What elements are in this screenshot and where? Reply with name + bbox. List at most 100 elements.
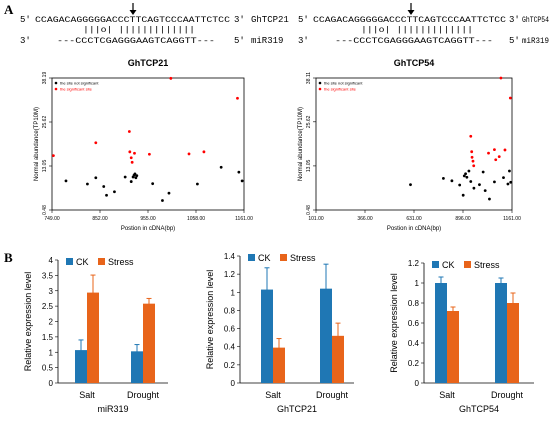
- scatter-2-point-not-significant: [483, 189, 487, 193]
- scatter-1-point-not-significant: [237, 170, 241, 174]
- scatter-2-point-significant: [508, 96, 512, 100]
- bar-chart-2-legend-swatch-stress: [280, 254, 287, 261]
- scatter-1-point-significant: [51, 154, 55, 158]
- cleavage-arrow-icon: [407, 3, 415, 15]
- alignment-1-target-prefix: 5': [20, 15, 31, 25]
- bar-chart-3-ytick-label: 1: [415, 279, 420, 288]
- bar-chart-1-ytick-label: 3: [49, 287, 54, 296]
- scatter-2-point-significant: [494, 158, 498, 162]
- alignment-1-target-seq: CCAGACAGGGGGACCCTTCAGTCCCAATTCTCC: [35, 15, 230, 25]
- alignment-2-target-name: GhTCP54: [522, 15, 549, 25]
- scatter-1-point-not-significant: [151, 182, 155, 186]
- bar-chart-3-bar-stress: [507, 303, 519, 383]
- scatter-1-point-significant: [202, 150, 206, 154]
- bar-chart-1-legend-swatch-stress: [98, 258, 105, 265]
- scatter-1-legend-marker-not-significant: [54, 81, 58, 85]
- bar-chart-3-legend-swatch-ck: [432, 261, 439, 268]
- scatter-1-point-not-significant: [240, 179, 244, 183]
- scatter-2-point-significant: [499, 76, 503, 80]
- bar-chart-3-title: GhTCP54: [459, 404, 499, 414]
- bar-chart-3-legend-swatch-stress: [464, 261, 471, 268]
- scatter-2-ytick-label: 0.48: [306, 205, 312, 215]
- bar-chart-1-legend-stress: Stress: [108, 257, 134, 267]
- scatter-2-point-not-significant: [465, 175, 469, 179]
- scatter-2-xtick-label: 631.00: [406, 216, 422, 222]
- scatter-1-point-significant: [187, 152, 191, 156]
- bar-chart-2-bar-ck: [261, 289, 273, 383]
- scatter-2-legend-significant: the significant site: [324, 87, 357, 92]
- bar-chart-3-bar-ck: [435, 283, 447, 383]
- bar-chart-3-ylabel: Relative expression level: [389, 273, 399, 373]
- bar-chart-1-legend-ck: CK: [76, 257, 89, 267]
- bar-chart-2-legend-ck: CK: [258, 253, 271, 263]
- scatter-2-legend-not-significant: the site not significant: [324, 81, 363, 86]
- bar-chart-2-ytick-label: 1.2: [224, 270, 236, 279]
- bar-chart-3-ytick-label: 0.6: [408, 319, 420, 328]
- bar-chart-2-ytick-label: 1.4: [224, 252, 236, 261]
- scatter-2-point-not-significant: [469, 180, 473, 183]
- alignment-1-pairing: |||o| |||||||||||||: [83, 25, 195, 35]
- alignment-1-mirna-suffix: 5': [234, 36, 245, 46]
- scatter-2-point-significant: [469, 134, 473, 138]
- scatter-1-ylabel: Normal abundance(TP10M): [34, 107, 40, 181]
- scatter-1-point-not-significant: [102, 185, 106, 188]
- bar-chart-3-ytick-label: 0: [415, 379, 420, 388]
- bar-chart-1-bar-ck: [75, 350, 87, 383]
- scatter-1-xtick-label: 749.00: [44, 216, 60, 222]
- scatter-1-frame: [51, 77, 245, 211]
- scatter-1-point-not-significant: [123, 175, 127, 179]
- scatter-2-point-significant: [470, 155, 474, 159]
- bar-chart-2-bar-stress: [332, 335, 344, 383]
- bar-chart-1-category-label: Salt: [79, 390, 95, 400]
- scatter-2-point-not-significant: [461, 193, 465, 197]
- scatter-1-xtick-label: 852.00: [92, 216, 108, 222]
- bar-chart-1-ytick-label: 4: [49, 256, 54, 265]
- bar-chart-1-bar-stress: [143, 303, 155, 383]
- bar-chart-2-category-label: Drought: [316, 390, 349, 400]
- bar-chart-2-category-label: Salt: [265, 390, 281, 400]
- scatter-2-point-not-significant: [450, 179, 454, 183]
- scatter-2-point-not-significant: [493, 180, 496, 184]
- bar-chart-2-title: GhTCP21: [277, 404, 317, 414]
- bar-chart-2-ytick-label: 1: [231, 288, 236, 297]
- scatter-1-point-not-significant: [135, 174, 139, 178]
- scatter-1-point-not-significant: [94, 176, 98, 180]
- scatter-1-xlabel: Postion in cDNA(bp): [121, 226, 175, 232]
- bar-chart-1-ytick-label: 0.5: [42, 364, 54, 373]
- scatter-2-point-not-significant: [478, 183, 481, 187]
- bar-chart-1-legend-swatch-ck: [66, 258, 73, 265]
- scatter-2-point-significant: [470, 150, 474, 154]
- bar-chart-1-ytick-label: 3.5: [42, 271, 54, 280]
- scatter-2-legend-marker-not-significant: [318, 81, 322, 85]
- bar-chart-3-category-label: Salt: [439, 390, 455, 400]
- charts-layer: GhTCP21 0.48 13.05 25.62 38.19 749.00 852.00 95…: [23, 58, 534, 414]
- scatter-2-ytick-label: 25.62: [306, 115, 312, 128]
- scatter-1-point-significant: [169, 76, 173, 80]
- bar-chart-1-ytick-label: 1: [49, 348, 54, 357]
- scatter-1-point-not-significant: [167, 191, 171, 195]
- bar-chart-1-ylabel: Relative expression level: [23, 272, 33, 372]
- bar-chart-2-bar-ck: [320, 288, 332, 383]
- scatter-2-ylabel: Normal abundance(TP10M): [298, 107, 304, 181]
- alignment-2-target-suffix: 3': [509, 15, 520, 25]
- bar-chart-2-ytick-label: 0: [231, 379, 236, 388]
- scatter-2-legend-marker-significant: [318, 87, 322, 91]
- bar-chart-1-ytick-label: 2: [49, 318, 54, 327]
- scatter-2-point-significant: [472, 164, 476, 168]
- bar-chart-3-ytick-label: 1.2: [408, 259, 420, 268]
- alignment-ghtcp54: 5' CCAGACAGGGGGACCCTTCAGTCCCAATTCTCC 3' …: [298, 3, 549, 46]
- scatter-1-point-significant: [130, 160, 134, 164]
- bar-chart-3-legend-ck: CK: [442, 260, 455, 270]
- scatter-2-title: GhTCP54: [394, 58, 435, 68]
- scatter-1-point-not-significant: [195, 182, 199, 186]
- scatter-2-xlabel: Postion in cDNA(bp): [387, 226, 441, 232]
- scatter-2-point-not-significant: [488, 197, 491, 201]
- scatter-2-point-significant: [493, 148, 496, 151]
- scatter-1-title: GhTCP21: [128, 58, 169, 68]
- scatter-1-legend-not-significant: the site not significant: [60, 81, 99, 86]
- scatter-1-point-significant: [128, 150, 132, 154]
- alignment-2-mirna-prefix: 3': [298, 36, 309, 46]
- scatter-2-xtick-label: 366.00: [357, 216, 373, 222]
- alignment-2-target-prefix: 5': [298, 15, 309, 25]
